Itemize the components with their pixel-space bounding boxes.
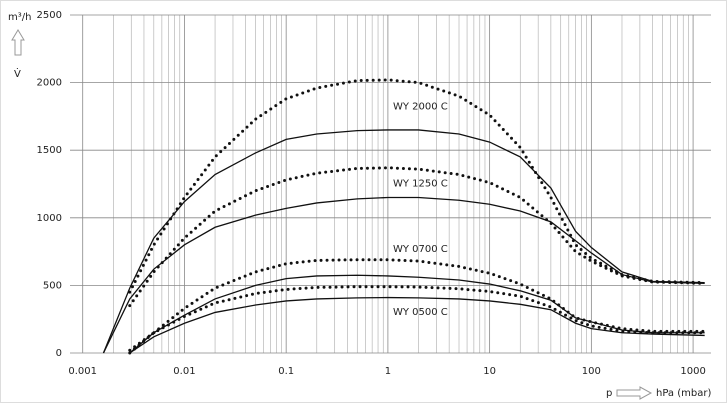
y-axis-symbol: V̇ xyxy=(14,67,21,80)
line xyxy=(129,274,705,354)
line xyxy=(129,296,705,354)
y-tick-label: 1500 xyxy=(37,145,62,156)
y-tick-label: 2000 xyxy=(37,78,62,89)
x-tick-label: 1 xyxy=(385,366,391,377)
y-tick-label: 500 xyxy=(43,280,62,291)
x-axis-label: hPa (mbar) xyxy=(656,388,711,399)
y-tick-label: 2500 xyxy=(37,10,62,21)
series-label: WY 1250 C xyxy=(393,178,448,189)
y-tick-label: 0 xyxy=(56,348,62,359)
y-arrow xyxy=(11,29,25,56)
series-label: WY 2000 C xyxy=(393,101,448,112)
x-tick-label: 1000 xyxy=(680,366,705,377)
x-tick-label: 100 xyxy=(582,366,601,377)
x-axis-symbol: p xyxy=(606,388,612,399)
y-axis-label: m³/h xyxy=(8,12,31,23)
line xyxy=(102,196,705,354)
x-tick-label: 0.1 xyxy=(278,366,294,377)
series-label: WY 0700 C xyxy=(393,244,448,255)
x-tick-label: 0.001 xyxy=(68,366,97,377)
series-label: WY 0500 C xyxy=(393,307,448,318)
line xyxy=(102,129,705,354)
x-tick-label: 10 xyxy=(483,366,496,377)
y-tick-label: 1000 xyxy=(37,213,62,224)
x-arrow xyxy=(616,386,653,400)
x-tick-label: 0.01 xyxy=(173,366,195,377)
